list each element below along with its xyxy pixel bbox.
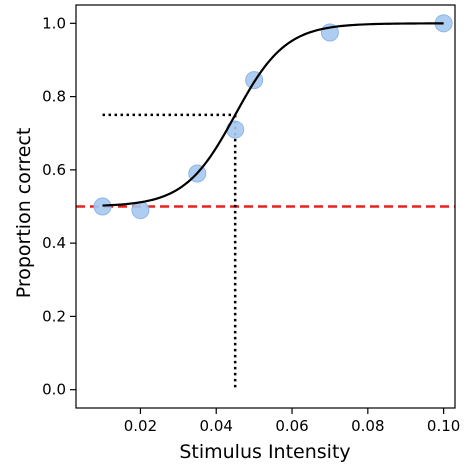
axis-ticks: 0.02 0.04 0.06 0.08 0.10 0.0 0.2 0.4 0.6 0.8 1.0 — [42, 14, 460, 435]
y-tick-label: 0.6 — [42, 161, 66, 179]
x-tick-label: 0.10 — [427, 417, 460, 435]
y-tick-label: 0.2 — [42, 307, 66, 325]
data-point — [93, 197, 112, 216]
y-tick-label: 1.0 — [42, 14, 66, 32]
y-axis-label: Proportion correct — [13, 128, 35, 299]
x-tick-label: 0.08 — [351, 417, 384, 435]
x-axis-label: Stimulus Intensity — [179, 441, 350, 463]
fit-curve — [102, 22, 444, 207]
plot-frame — [75, 4, 456, 409]
y-tick-label: 0.4 — [42, 234, 66, 252]
y-tick-label: 0.8 — [42, 88, 66, 106]
x-tick-label: 0.06 — [275, 417, 308, 435]
x-tick-label: 0.02 — [124, 417, 157, 435]
plot-area — [75, 4, 456, 409]
x-tick-label: 0.04 — [200, 417, 233, 435]
y-tick-label: 0.0 — [42, 381, 66, 399]
